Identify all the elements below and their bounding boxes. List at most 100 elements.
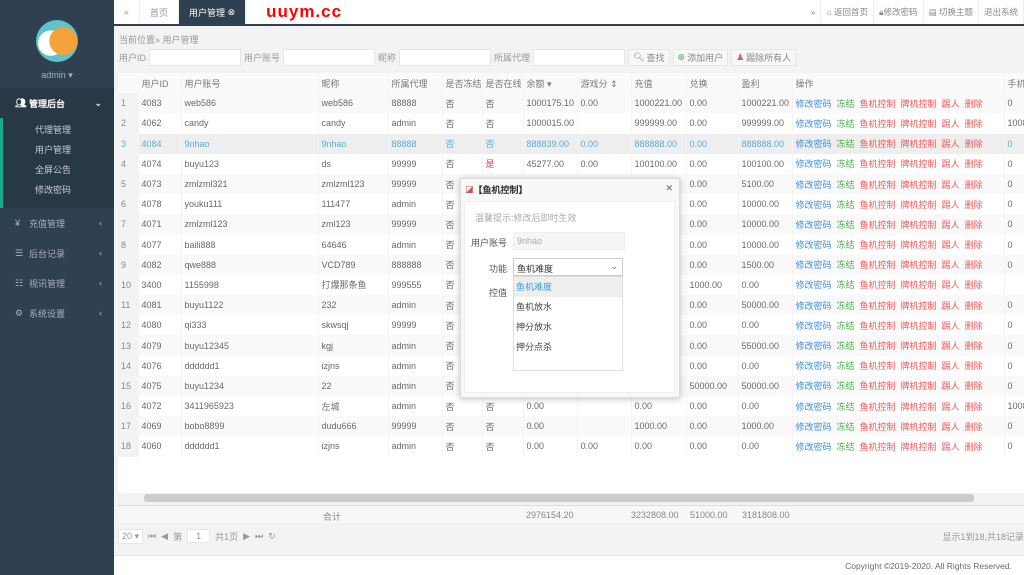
action-link[interactable]: 牌机控制 — [900, 118, 937, 129]
action-link[interactable]: 修改密码 — [795, 118, 832, 129]
action-link[interactable]: 修改密码 — [795, 179, 832, 190]
action-link[interactable]: 踢人 — [941, 320, 960, 331]
table-row[interactable]: 18 4060 dddddd1 izjns admin 否否 0.00 0.00 0.00 0.0… — [118, 436, 1024, 457]
action-link[interactable]: 冻结 — [836, 341, 855, 352]
submenu-item[interactable]: 修改密码 — [35, 185, 72, 195]
action-link[interactable]: 冻结 — [836, 179, 855, 190]
page-input[interactable]: 1 — [187, 529, 211, 543]
action-link[interactable]: 修改密码 — [795, 98, 832, 109]
action-link[interactable]: 鱼机控制 — [859, 139, 896, 150]
action-link[interactable]: 牌机控制 — [900, 361, 937, 372]
action-link[interactable]: 冻结 — [836, 300, 855, 311]
action-link[interactable]: 牌机控制 — [900, 280, 937, 291]
action-link[interactable]: 删除 — [964, 199, 983, 210]
user-id-input[interactable] — [149, 49, 242, 66]
action-link[interactable]: 修改密码 — [795, 199, 832, 210]
action-link[interactable]: 牌机控制 — [900, 441, 937, 452]
action-link[interactable]: 修改密码 — [795, 300, 832, 311]
sidebar-item-0[interactable]: 👥︎ 管理后台 ⌄ — [0, 88, 114, 118]
action-link[interactable]: 踢人 — [941, 199, 960, 210]
action-link[interactable]: 修改密码 — [795, 280, 832, 291]
action-link[interactable]: 删除 — [964, 341, 983, 352]
table-row[interactable]: 16 4072 3411965923 左城 admin 否否 0.00 0.00 0.00 0.0… — [118, 396, 1024, 417]
home-link[interactable]: ⌂ 返回首页 — [821, 0, 875, 24]
action-link[interactable]: 牌机控制 — [900, 98, 937, 109]
action-link[interactable]: 牌机控制 — [900, 260, 937, 271]
action-link[interactable]: 牌机控制 — [900, 381, 937, 392]
action-link[interactable]: 修改密码 — [795, 421, 832, 432]
tab-home[interactable]: 首页 — [140, 0, 180, 24]
action-link[interactable]: 踢人 — [941, 421, 960, 432]
close-tab-icon[interactable]: ⊗ — [227, 6, 236, 17]
action-link[interactable]: 踢人 — [941, 179, 960, 190]
account-input[interactable] — [283, 49, 376, 66]
table-row[interactable]: 4 4074 buyu123 ds 99999 否是 45277.00 0.00 100100.… — [118, 153, 1024, 174]
action-link[interactable]: 冻结 — [836, 159, 855, 170]
action-link[interactable]: 修改密码 — [795, 219, 832, 230]
action-link[interactable]: 修改密码 — [795, 381, 832, 392]
action-link[interactable]: 冻结 — [836, 199, 855, 210]
table-row[interactable]: 3 4084 9nhao 9nhao 88888 否否 888839.00 0.00 88888… — [118, 133, 1024, 154]
tabs-back-button[interactable]: « — [114, 0, 141, 24]
action-link[interactable]: 踢人 — [941, 240, 960, 251]
submenu-item[interactable]: 代理管理 — [35, 125, 72, 135]
action-link[interactable]: 踢人 — [941, 300, 960, 311]
action-link[interactable]: 牌机控制 — [900, 300, 937, 311]
action-link[interactable]: 删除 — [964, 280, 983, 291]
action-link[interactable]: 删除 — [964, 361, 983, 372]
action-link[interactable]: 修改密码 — [795, 441, 832, 452]
horizontal-scrollbar[interactable] — [144, 494, 974, 502]
action-link[interactable]: 冻结 — [836, 240, 855, 251]
option-bet-kill[interactable]: 押分点杀 — [516, 342, 553, 352]
sidebar-item-2[interactable]: ☰ 后台记录 ‹ — [0, 238, 114, 268]
change-password-link[interactable]: 🔒︎ 修改密码 — [874, 0, 924, 24]
action-link[interactable]: 修改密码 — [795, 159, 832, 170]
sidebar-item-1[interactable]: ¥ 充值管理 ‹ — [0, 208, 114, 238]
action-link[interactable]: 删除 — [964, 320, 983, 331]
action-link[interactable]: 修改密码 — [795, 320, 832, 331]
action-link[interactable]: 鱼机控制 — [859, 320, 896, 331]
page-size-select[interactable]: 20 ▾ — [118, 528, 144, 544]
last-page-button[interactable]: ⏭ — [255, 530, 264, 541]
search-button[interactable]: 🔍︎ 查找 — [628, 49, 670, 66]
action-link[interactable]: 修改密码 — [795, 341, 832, 352]
action-link[interactable]: 鱼机控制 — [859, 260, 896, 271]
table-row[interactable]: 2 4062 candy candy admin 否否 1000015.00 999999.0… — [118, 113, 1024, 134]
action-link[interactable]: 删除 — [964, 98, 983, 109]
action-link[interactable]: 踢人 — [941, 381, 960, 392]
prev-page-button[interactable]: ◀ — [161, 530, 169, 541]
action-link[interactable]: 删除 — [964, 159, 983, 170]
action-link[interactable]: 鱼机控制 — [859, 441, 896, 452]
action-link[interactable]: 鱼机控制 — [859, 341, 896, 352]
action-link[interactable]: 删除 — [964, 240, 983, 251]
action-link[interactable]: 鱼机控制 — [859, 280, 896, 291]
action-link[interactable]: 修改密码 — [795, 139, 832, 150]
user-menu[interactable]: admin ▾ — [41, 70, 73, 80]
action-link[interactable]: 冻结 — [836, 280, 855, 291]
action-link[interactable]: 删除 — [964, 421, 983, 432]
action-link[interactable]: 冻结 — [836, 98, 855, 109]
action-link[interactable]: 删除 — [964, 381, 983, 392]
action-link[interactable]: 删除 — [964, 179, 983, 190]
first-page-button[interactable]: ⏮ — [148, 530, 157, 541]
action-link[interactable]: 冻结 — [836, 139, 855, 150]
submenu-item[interactable]: 全屏公告 — [35, 165, 72, 175]
action-link[interactable]: 踢人 — [941, 159, 960, 170]
action-link[interactable]: 踢人 — [941, 139, 960, 150]
switch-theme-link[interactable]: ▤ 切换主题 — [924, 0, 979, 24]
function-select[interactable]: 鱼机难度 ⌄ — [513, 258, 623, 276]
action-link[interactable]: 鱼机控制 — [859, 98, 896, 109]
action-link[interactable]: 冻结 — [836, 320, 855, 331]
action-link[interactable]: 踢人 — [941, 361, 960, 372]
sidebar-item-4[interactable]: ⚙ 系统设置 ‹ — [0, 298, 114, 328]
action-link[interactable]: 鱼机控制 — [859, 240, 896, 251]
action-link[interactable]: 鱼机控制 — [859, 199, 896, 210]
action-link[interactable]: 踢人 — [941, 219, 960, 230]
action-link[interactable]: 踢人 — [941, 280, 960, 291]
table-row[interactable]: 15 4075 buyu1234 22 admin 否 50000.00 50000.00 修改… — [118, 375, 1024, 396]
action-link[interactable]: 鱼机控制 — [859, 118, 896, 129]
action-link[interactable]: 牌机控制 — [900, 219, 937, 230]
action-link[interactable]: 冻结 — [836, 421, 855, 432]
agent-input[interactable] — [533, 49, 626, 66]
action-link[interactable]: 修改密码 — [795, 361, 832, 372]
